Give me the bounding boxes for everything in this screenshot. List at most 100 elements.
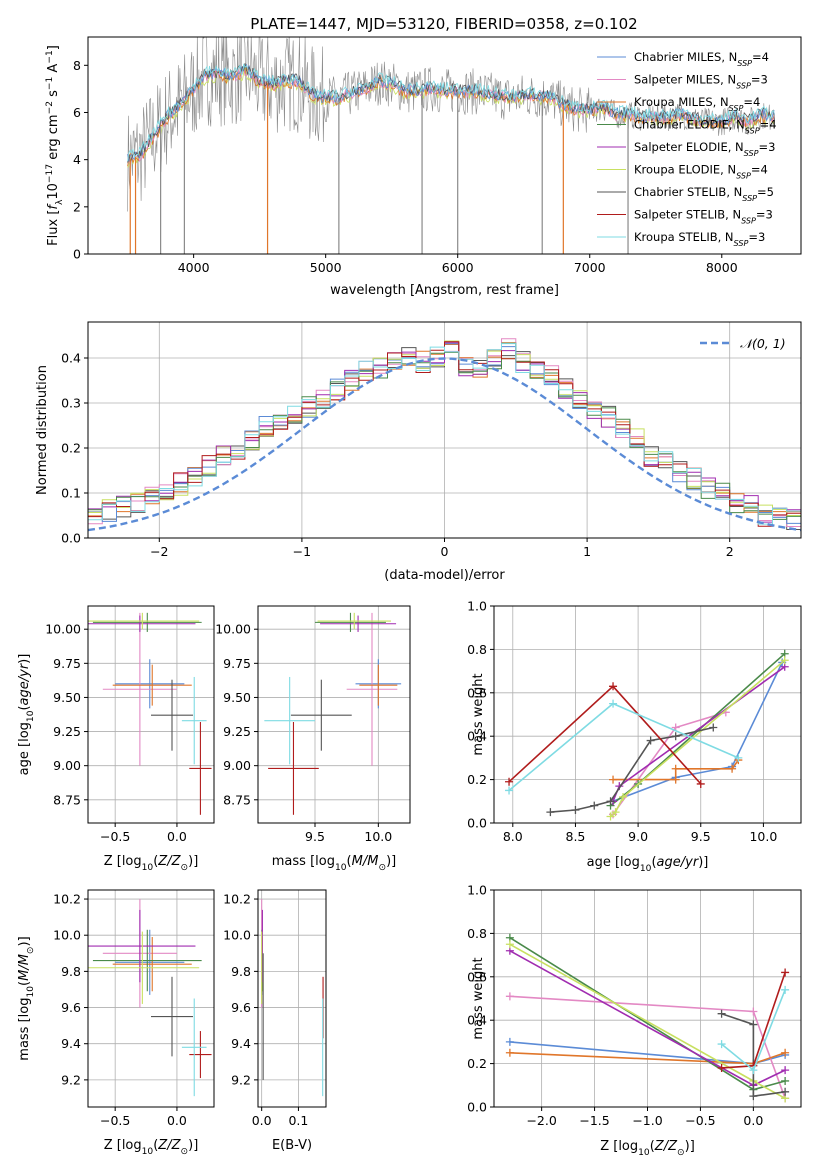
- y-tick-label: 10.00: [45, 622, 81, 637]
- x-tick-label: 10.0: [364, 829, 392, 844]
- x-tick-label: 0.0: [743, 1113, 763, 1128]
- y-axis-label: mass weight: [471, 957, 486, 1039]
- legend-label: Kroupa STELIB, NSSP=3: [634, 230, 765, 248]
- legend-label: Chabrier STELIB, NSSP=5: [634, 185, 774, 203]
- legend-label: Salpeter MILES, NSSP=3: [634, 73, 768, 91]
- plot-area-spectrum: [127, 37, 775, 254]
- weight-marker: [781, 1087, 790, 1096]
- weight-marker: [780, 656, 789, 665]
- y-tick-label: 0.4: [467, 1013, 487, 1028]
- weight-marker: [781, 968, 790, 977]
- y-tick-label: 9.6: [61, 1000, 81, 1015]
- x-tick-label: 10.0: [749, 829, 777, 844]
- weight-marker: [696, 779, 705, 788]
- y-tick-label: 0.8: [467, 642, 487, 657]
- weight-marker: [619, 792, 628, 801]
- y-tick-label: 9.25: [53, 724, 81, 739]
- x-tick-label: −1: [293, 544, 311, 559]
- weight-marker: [749, 1092, 758, 1101]
- plot-area-weight-vs-age: [505, 649, 789, 821]
- y-tick-label: 0.8: [467, 926, 487, 941]
- x-tick-label: 8.0: [503, 829, 523, 844]
- normal-curve: [88, 357, 801, 532]
- panel-spectrum: 4000 5000 6000 7000 8000 0 2 4 6 8 wavelength [Ang…: [45, 36, 802, 298]
- weight-marker: [505, 940, 514, 949]
- y-tick-label: 9.25: [223, 724, 251, 739]
- y-tick-label: 9.8: [61, 964, 81, 979]
- x-tick-label: 7000: [574, 260, 606, 275]
- y-tick-label: 10.0: [53, 928, 81, 943]
- x-tick-label: 2: [726, 544, 734, 559]
- x-tick-label: 1: [583, 544, 591, 559]
- x-tick-label: 0.0: [167, 1113, 187, 1128]
- x-axis-label: mass [log10(M/M⊙)]: [272, 854, 396, 873]
- panel-weight-vs-age: 8.0 8.5 9.0 9.5 10.0 0.0 0.2 0.4 0.6 0.8 1.0 age [l…: [467, 599, 802, 874]
- x-tick-label: 8.5: [566, 829, 586, 844]
- weight-line: [721, 1012, 786, 1098]
- weight-marker: [728, 764, 737, 773]
- weight-line: [508, 702, 739, 792]
- y-tick-label: 0.2: [467, 772, 487, 787]
- weight-marker: [717, 1040, 726, 1049]
- y-tick-label: 2: [73, 199, 81, 214]
- y-tick-label: 10.00: [215, 622, 251, 637]
- y-tick-label: 10.0: [223, 928, 251, 943]
- weight-marker: [571, 805, 580, 814]
- y-tick-label: 8.75: [223, 792, 251, 807]
- axes-frame: [87, 605, 215, 824]
- plot-area-weight-vs-Z: [505, 933, 790, 1103]
- axes-frame: [87, 889, 215, 1108]
- y-tick-label: 0.0: [467, 1100, 487, 1115]
- weight-marker: [749, 1007, 758, 1016]
- weight-marker: [781, 1048, 790, 1057]
- weight-marker: [671, 764, 680, 773]
- spectrum-x-label: wavelength [Angstrom, rest frame]: [330, 283, 559, 298]
- y-tick-label: 0.6: [467, 969, 487, 984]
- model-spectrum-salpeter-miles: [127, 65, 775, 165]
- y-tick-label: 0.4: [467, 729, 487, 744]
- x-tick-label: 6000: [442, 260, 474, 275]
- weight-marker: [609, 699, 618, 708]
- x-tick-label: −2: [150, 544, 168, 559]
- x-tick-label: −1.0: [632, 1113, 662, 1128]
- weight-line: [609, 659, 786, 818]
- axes-frame: [257, 605, 411, 824]
- weight-marker: [781, 1076, 790, 1085]
- x-tick-label: 9.0: [628, 829, 648, 844]
- y-tick-label: 4: [73, 152, 81, 167]
- x-tick-label: 0.0: [252, 1113, 272, 1128]
- x-tick-label: 5000: [310, 260, 342, 275]
- plot-area-mass-vs-Z: [88, 899, 212, 1097]
- weight-marker: [734, 753, 743, 762]
- legend-label: Salpeter ELODIE, NSSP=3: [634, 140, 775, 158]
- weight-marker: [671, 732, 680, 741]
- y-tick-label: 1.0: [467, 599, 487, 614]
- weight-marker: [609, 775, 618, 784]
- weight-marker: [505, 1037, 514, 1046]
- y-tick-label: 9.4: [231, 1036, 251, 1051]
- panel-residuals: −2 −1 0 1 2 0.0 0.1 0.2 0.3 0.4 𝒩(0, 1) (data-model…: [35, 321, 802, 583]
- x-tick-label: 8000: [706, 260, 738, 275]
- weight-line: [612, 662, 783, 803]
- plot-area-mass-vs-ebv: [261, 899, 324, 1097]
- y-tick-label: 9.50: [223, 690, 251, 705]
- y-tick-label: 9.2: [231, 1072, 251, 1087]
- weight-marker: [749, 1020, 758, 1029]
- weight-marker: [505, 777, 514, 786]
- weight-marker: [646, 736, 655, 745]
- y-tick-label: 9.8: [231, 964, 251, 979]
- weight-marker: [505, 786, 514, 795]
- weight-marker: [606, 812, 615, 821]
- figure-title: PLATE=1447, MJD=53120, FIBERID=0358, z=0…: [250, 15, 637, 33]
- residual-histogram: [88, 341, 801, 530]
- y-tick-label: 0.4: [61, 351, 81, 366]
- legend-label: Salpeter STELIB, NSSP=3: [634, 208, 773, 226]
- y-tick-label: 10.2: [53, 892, 81, 907]
- y-tick-label: 10.2: [223, 892, 251, 907]
- legend-label: Kroupa ELODIE, NSSP=4: [634, 163, 768, 181]
- panel-age-vs-mass: 9.5 10.0 8.75 9.00 9.25 9.50 9.75 10.00 mass [lo…: [215, 605, 411, 873]
- weight-marker: [781, 985, 790, 994]
- y-tick-label: 9.2: [61, 1072, 81, 1087]
- x-tick-label: −0.5: [685, 1113, 715, 1128]
